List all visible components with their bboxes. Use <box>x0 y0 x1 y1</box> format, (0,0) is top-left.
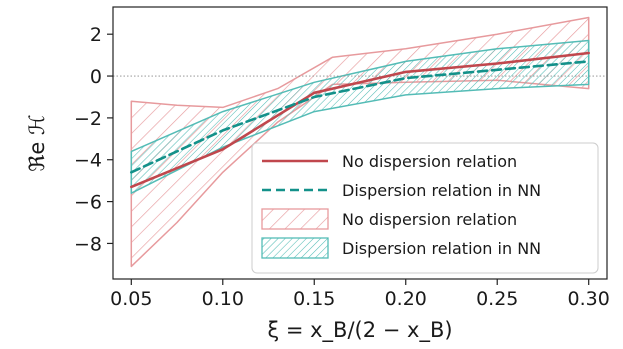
legend-frame <box>251 142 599 274</box>
y-tick-label: −6 <box>74 192 102 214</box>
y-axis-label: ℜe ℋ <box>25 114 49 171</box>
x-tick-label: 0.25 <box>476 288 518 310</box>
x-tick-label: 0.10 <box>202 288 244 310</box>
band-series-3 <box>130 39 590 194</box>
legend-swatch-teal-band <box>261 237 329 259</box>
y-tick-label: −8 <box>74 233 102 255</box>
x-tick-label: 0.05 <box>110 288 152 310</box>
legend: No dispersion relation Dispersion relati… <box>251 142 599 274</box>
y-tick-label: 2 <box>90 24 102 46</box>
y-tick-label: 0 <box>90 66 102 88</box>
line-series-0 <box>130 51 591 189</box>
legend-label-no-dispersion-band: No dispersion relation <box>342 210 517 229</box>
y-tick-label: −4 <box>74 150 102 172</box>
legend-swatch-red-band <box>261 208 329 230</box>
plot-frame <box>112 6 608 280</box>
x-tick-label: 0.15 <box>293 288 335 310</box>
y-tick-label: −2 <box>74 108 102 130</box>
legend-label-no-dispersion-line: No dispersion relation <box>342 152 517 171</box>
line-series-1 <box>130 60 591 174</box>
x-tick-label: 0.30 <box>568 288 610 310</box>
x-tick-label: 0.20 <box>385 288 427 310</box>
legend-label-dispersion-nn-line: Dispersion relation in NN <box>342 181 541 200</box>
x-axis-label: ξ = x_B/(2 − x_B) <box>267 318 452 343</box>
legend-label-dispersion-nn-band: Dispersion relation in NN <box>342 239 541 258</box>
